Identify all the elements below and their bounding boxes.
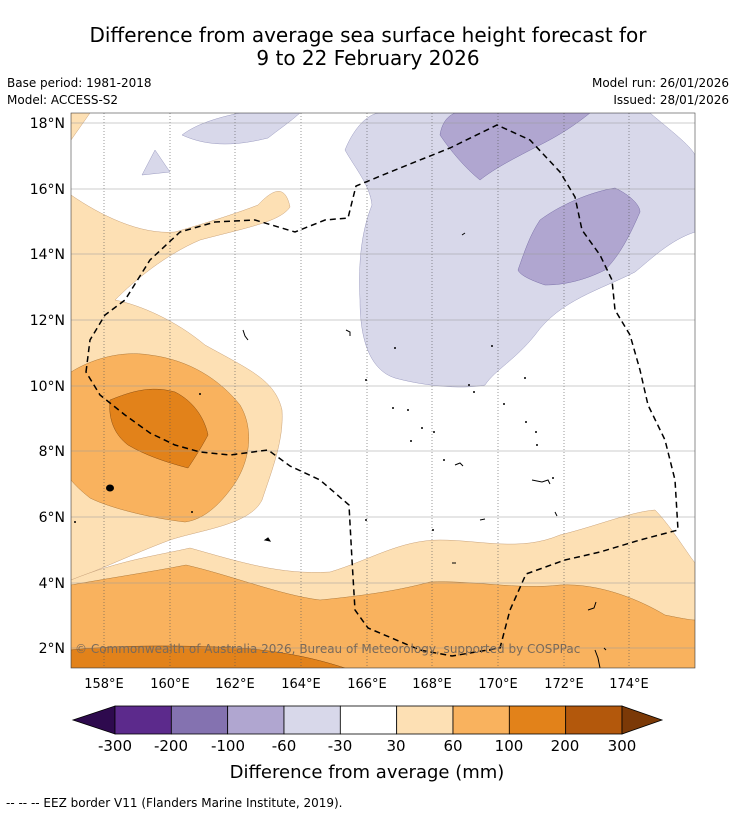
lat-label: 8°N (39, 444, 65, 460)
colorbar-ticks: -300 -200 -100 -60 -30 30 60 100 200 300 (98, 737, 636, 755)
colorbar-segment (508, 705, 567, 735)
model-run-date: Model run: 26/01/2026 (591, 76, 729, 90)
lat-label: 10°N (30, 379, 65, 395)
colorbar-tick: -60 (272, 737, 297, 755)
title-line-2: 9 to 22 February 2026 (256, 46, 480, 70)
lat-label: 4°N (39, 576, 65, 592)
colorbar-label: Difference from average (mm) (230, 762, 505, 783)
anomaly-minus-60-100-north (439, 113, 591, 181)
colorbar-segment (452, 705, 510, 735)
colorbar-tick: -100 (211, 737, 245, 755)
issued-date: Issued: 28/01/2026 (613, 93, 729, 107)
colorbar: -300 -200 -100 -60 -30 30 60 100 200 300… (71, 705, 664, 783)
colorbar-tick: 300 (608, 737, 637, 755)
lat-label: 2°N (39, 641, 65, 657)
base-period: Base period: 1981-2018 (7, 76, 152, 90)
graticule-latitudes (71, 122, 695, 649)
colorbar-tick: 100 (495, 737, 524, 755)
anomaly-30-60-north (71, 113, 91, 141)
colorbar-tick: -30 (328, 737, 353, 755)
lon-label: 158°E (84, 677, 124, 692)
colorbar-segment (283, 705, 341, 735)
title-line-1: Difference from average sea surface heig… (89, 23, 647, 47)
anomaly-minus-30-60-east (344, 113, 695, 388)
map-frame (70, 112, 696, 669)
eez-legend-note: -- -- -- EEZ border V11 (Flanders Marine… (6, 796, 343, 810)
lon-label: 164°E (281, 677, 321, 692)
lat-label: 18°N (30, 116, 65, 132)
lat-label: 12°N (30, 313, 65, 329)
lon-label: 170°E (478, 677, 518, 692)
graticule (103, 113, 630, 668)
colorbar-tick: 30 (386, 737, 405, 755)
colorbar-segment (396, 705, 454, 735)
lon-label: 166°E (347, 677, 387, 692)
colorbar-tick: 60 (443, 737, 462, 755)
colorbar-tick: -200 (154, 737, 188, 755)
colorbar-segment (114, 705, 172, 735)
colorbar-tick: 200 (551, 737, 580, 755)
anomaly-minus-30-60-islet (141, 149, 171, 176)
lon-label: 172°E (544, 677, 584, 692)
longitude-labels: 158°E 160°E 162°E 164°E 166°E 168°E 170°… (84, 677, 649, 692)
copyright-notice: © Commonwealth of Australia 2026, Bureau… (75, 642, 580, 656)
colorbar-segment (227, 705, 285, 735)
lon-label: 174°E (609, 677, 649, 692)
colorbar-segment (339, 705, 398, 735)
colorbar-low-arrow (71, 705, 116, 735)
colorbar-segments (114, 705, 623, 735)
anomaly-100-200-west (109, 388, 209, 469)
colorbar-high-arrow (621, 705, 664, 735)
colorbar-tick: -300 (98, 737, 132, 755)
islands (106, 232, 607, 668)
colorbar-segment (565, 705, 623, 735)
lon-label: 160°E (150, 677, 190, 692)
island-dots (74, 345, 554, 651)
anomaly-60-100-south (71, 564, 695, 668)
lon-label: 168°E (412, 677, 452, 692)
lat-label: 14°N (30, 247, 65, 263)
map-area: © Commonwealth of Australia 2026, Bureau… (71, 113, 695, 668)
lon-label: 162°E (215, 677, 255, 692)
anomaly-minus-30-60-north (181, 113, 301, 145)
lat-label: 6°N (39, 510, 65, 526)
colorbar-segment (170, 705, 229, 735)
latitude-labels: 18°N 16°N 14°N 12°N 10°N 8°N 6°N 4°N 2°N (30, 116, 65, 657)
model-name: Model: ACCESS-S2 (7, 93, 119, 107)
lat-label: 16°N (30, 182, 65, 198)
map-figure: © Commonwealth of Australia 2026, Bureau… (30, 112, 696, 692)
